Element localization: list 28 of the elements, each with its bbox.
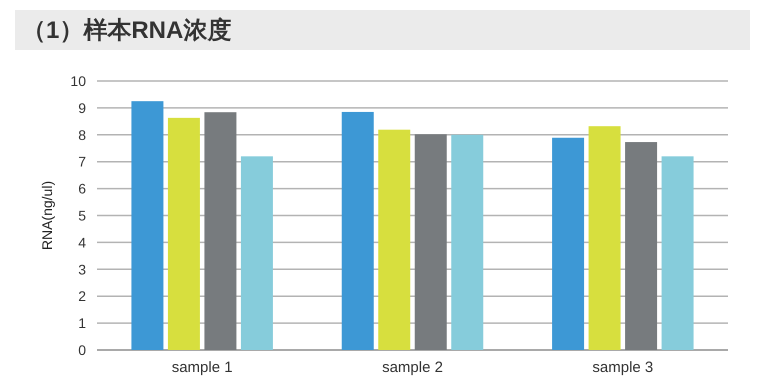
bar bbox=[131, 101, 164, 350]
y-tick-label: 10 bbox=[70, 73, 86, 89]
bar bbox=[342, 112, 374, 350]
y-axis-title: RNA(ng/ul) bbox=[39, 180, 55, 250]
x-tick-label: sample 1 bbox=[172, 359, 233, 376]
y-tick-label: 8 bbox=[78, 126, 86, 143]
bar bbox=[662, 156, 694, 350]
bar bbox=[588, 126, 621, 350]
bar bbox=[378, 130, 410, 350]
bar bbox=[625, 142, 658, 350]
y-tick-label: 3 bbox=[78, 261, 86, 278]
y-tick-label: 9 bbox=[78, 100, 86, 116]
bar bbox=[204, 112, 236, 350]
y-tick-label: 4 bbox=[78, 234, 86, 250]
y-tick-label: 1 bbox=[78, 315, 86, 332]
bar bbox=[451, 134, 484, 350]
x-tick-label: sample 2 bbox=[382, 359, 443, 376]
bar bbox=[552, 138, 584, 350]
y-tick-label: 6 bbox=[78, 180, 86, 197]
y-tick-label: 5 bbox=[78, 208, 86, 224]
title: （1）样本RNA浓度 bbox=[22, 17, 232, 44]
bar bbox=[168, 118, 200, 350]
y-tick-label: 7 bbox=[78, 154, 86, 170]
y-tick-label: 0 bbox=[78, 342, 86, 358]
bar bbox=[240, 156, 273, 350]
y-tick-label: 2 bbox=[78, 288, 86, 304]
x-tick-label: sample 3 bbox=[592, 359, 654, 376]
bar bbox=[414, 134, 447, 350]
